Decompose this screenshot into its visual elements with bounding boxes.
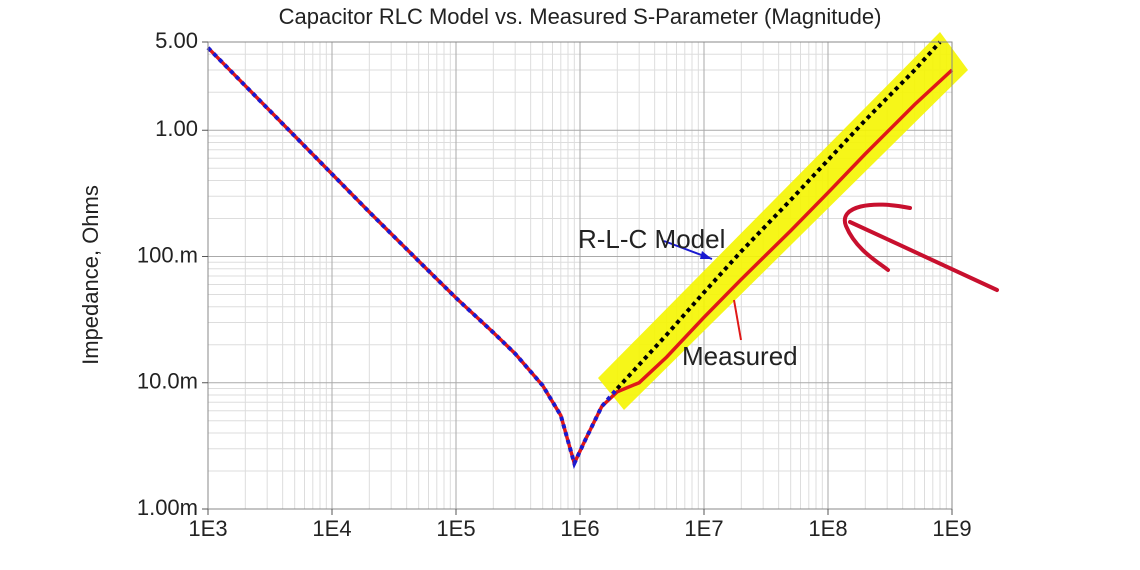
highlight bbox=[598, 32, 968, 410]
y-axis-label: Impedance, Ohms bbox=[78, 185, 103, 365]
annotation-arrow bbox=[733, 299, 742, 341]
grid bbox=[207, 41, 953, 510]
chart-title: Capacitor RLC Model vs. Measured S-Param… bbox=[279, 4, 882, 29]
series-line bbox=[206, 46, 619, 470]
plot bbox=[206, 40, 954, 470]
annotation: Measured bbox=[682, 341, 798, 371]
x-tick-label: 1E7 bbox=[684, 516, 723, 541]
x-tick-label: 1E6 bbox=[560, 516, 599, 541]
x-tick-label: 1E4 bbox=[312, 516, 351, 541]
y-tick-label: 5.00 bbox=[155, 28, 198, 53]
x-tick-label: 1E9 bbox=[932, 516, 971, 541]
series-line bbox=[615, 40, 942, 390]
annotation-arrowhead bbox=[700, 251, 712, 259]
y-tick-label: 100.m bbox=[137, 242, 198, 267]
annotation: R-L-C Model bbox=[578, 224, 725, 254]
hand-drawn-arrow bbox=[842, 202, 999, 292]
x-tick-label: 1E3 bbox=[188, 516, 227, 541]
series-line bbox=[206, 46, 954, 469]
x-tick-label: 1E5 bbox=[436, 516, 475, 541]
x-tick-label: 1E8 bbox=[808, 516, 847, 541]
y-tick-label: 1.00 bbox=[155, 116, 198, 141]
y-tick-label: 1.00m bbox=[137, 495, 198, 520]
y-tick-label: 10.0m bbox=[137, 369, 198, 394]
